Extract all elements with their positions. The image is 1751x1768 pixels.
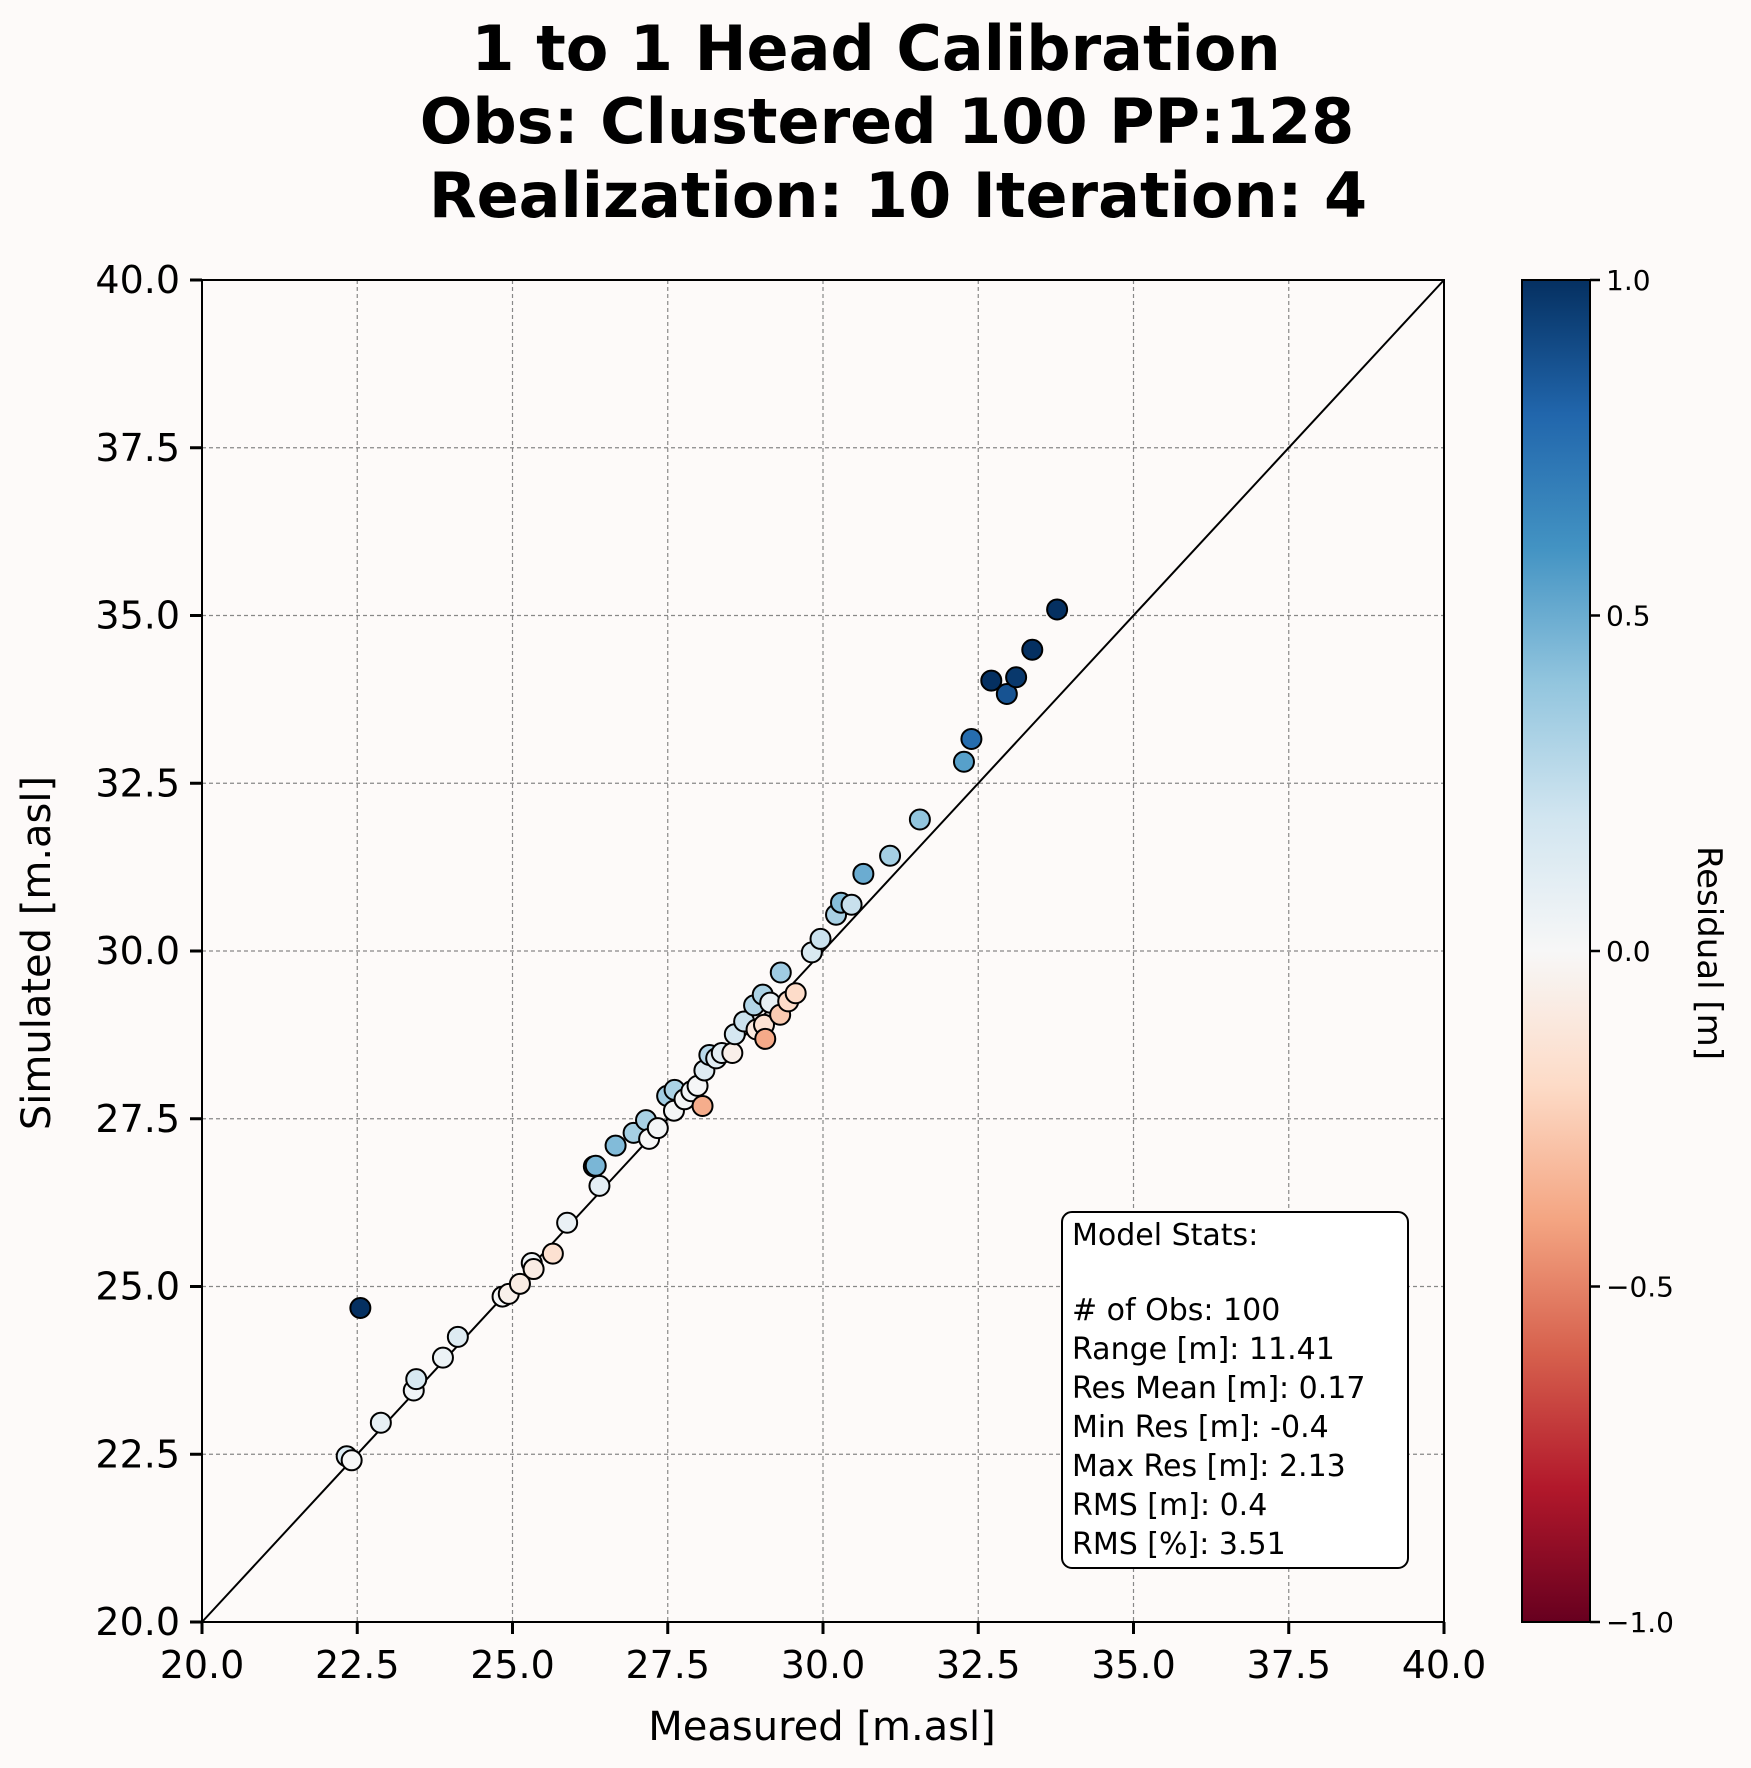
scatter-point bbox=[852, 862, 875, 885]
y-tick-label: 40.0 bbox=[95, 258, 180, 302]
x-axis: 20.0 22.5 25.0 27.5 30.0 32.5 35.0 37.5 40.0 bbox=[160, 1622, 1487, 1687]
x-tick-label: 35.0 bbox=[1091, 1643, 1176, 1687]
y-tick-label: 27.5 bbox=[95, 1097, 180, 1141]
colorbar-tick-label: −1.0 bbox=[1606, 1606, 1674, 1639]
grid-lines bbox=[202, 280, 1444, 1622]
stats-res-mean: Res Mean [m]: 0.17 bbox=[1072, 1371, 1365, 1406]
x-tick-label: 27.5 bbox=[625, 1643, 710, 1687]
colorbar-label: Residual [m] bbox=[1689, 846, 1729, 1060]
scatter-point bbox=[1021, 638, 1044, 661]
stats-obs-count: # of Obs: 100 bbox=[1072, 1293, 1280, 1328]
stats-rms-percent: RMS [%]: 3.51 bbox=[1072, 1527, 1286, 1562]
scatter-point bbox=[431, 1346, 454, 1369]
colorbar-ticks: 1.0 0.5 0.0 −0.5 −1.0 bbox=[1590, 264, 1674, 1639]
scatter-point bbox=[995, 683, 1018, 706]
stats-box-frame bbox=[1061, 1211, 1409, 1569]
scatter-point bbox=[908, 808, 931, 831]
stats-rms: RMS [m]: 0.4 bbox=[1072, 1488, 1267, 1523]
scatter-point bbox=[721, 1041, 744, 1064]
x-axis-label: Measured [m.asl] bbox=[648, 1704, 995, 1750]
scatter-point bbox=[340, 1449, 363, 1472]
y-tick-label: 22.5 bbox=[95, 1432, 180, 1476]
scatter-point bbox=[588, 1174, 611, 1197]
x-tick-label: 37.5 bbox=[1246, 1643, 1331, 1687]
scatter-point bbox=[879, 844, 902, 867]
colorbar-tick-label: 0.5 bbox=[1606, 600, 1651, 633]
scatter-point bbox=[646, 1117, 669, 1140]
scatter-point bbox=[541, 1242, 564, 1265]
y-tick-label: 30.0 bbox=[95, 929, 180, 973]
x-tick-label: 20.0 bbox=[160, 1643, 245, 1687]
title-line-1: 1 to 1 Head Calibration bbox=[471, 12, 1280, 85]
stats-heading: Model Stats: bbox=[1072, 1218, 1258, 1253]
x-tick-label: 25.0 bbox=[470, 1643, 555, 1687]
scatter-point bbox=[522, 1258, 545, 1281]
colorbar-gradient bbox=[1521, 279, 1591, 1623]
scatter-point bbox=[1005, 666, 1028, 689]
scatter-points bbox=[335, 598, 1069, 1472]
stats-max-res: Max Res [m]: 2.13 bbox=[1072, 1449, 1346, 1484]
scatter-point bbox=[769, 961, 792, 984]
scatter-point bbox=[809, 927, 832, 950]
x-tick-label: 40.0 bbox=[1402, 1643, 1487, 1687]
scatter-point bbox=[508, 1272, 531, 1295]
x-tick-label: 32.5 bbox=[936, 1643, 1021, 1687]
scatter-point bbox=[960, 727, 983, 750]
scatter-point bbox=[952, 750, 975, 773]
x-tick-label: 22.5 bbox=[315, 1643, 400, 1687]
scatter-point bbox=[754, 1027, 777, 1050]
scatter-point bbox=[446, 1325, 469, 1348]
scatter-point bbox=[691, 1095, 714, 1118]
colorbar-tick-label: 1.0 bbox=[1606, 264, 1651, 297]
y-tick-label: 20.0 bbox=[95, 1600, 180, 1644]
scatter-point bbox=[604, 1134, 627, 1157]
stats-range: Range [m]: 11.41 bbox=[1072, 1332, 1335, 1367]
scatter-point bbox=[349, 1296, 372, 1319]
title-line-3: Realization: 10 Iteration: 4 bbox=[429, 159, 1367, 232]
scatter-point bbox=[1046, 598, 1069, 621]
chart-title: 1 to 1 Head Calibration Obs: Clustered 1… bbox=[420, 12, 1367, 232]
scatter-point bbox=[405, 1368, 428, 1391]
scatter-point bbox=[840, 893, 863, 916]
title-line-2: Obs: Clustered 100 PP:128 bbox=[420, 85, 1355, 158]
x-tick-label: 30.0 bbox=[781, 1643, 866, 1687]
y-axis: 20.0 22.5 25.0 27.5 30.0 32.5 35.0 37.5 40.0 bbox=[95, 258, 202, 1644]
y-tick-label: 32.5 bbox=[95, 761, 180, 805]
y-tick-label: 35.0 bbox=[95, 594, 180, 638]
y-tick-label: 25.0 bbox=[95, 1265, 180, 1309]
colorbar-tick-label: 0.0 bbox=[1606, 935, 1651, 968]
stats-min-res: Min Res [m]: -0.4 bbox=[1072, 1410, 1329, 1445]
colorbar-tick-label: −0.5 bbox=[1606, 1271, 1674, 1304]
scatter-point bbox=[584, 1154, 607, 1177]
y-axis-label: Simulated [m.asl] bbox=[14, 776, 60, 1130]
scatter-point bbox=[369, 1411, 392, 1434]
stats-box: Model Stats: # of Obs: 100 Range [m]: 11… bbox=[1061, 1211, 1409, 1569]
scatter-point bbox=[980, 669, 1003, 692]
y-tick-label: 37.5 bbox=[95, 426, 180, 470]
colorbar: 1.0 0.5 0.0 −0.5 −1.0 Residual [m] bbox=[1521, 264, 1729, 1639]
scatter-point bbox=[556, 1211, 579, 1234]
scatter-point bbox=[784, 982, 807, 1005]
